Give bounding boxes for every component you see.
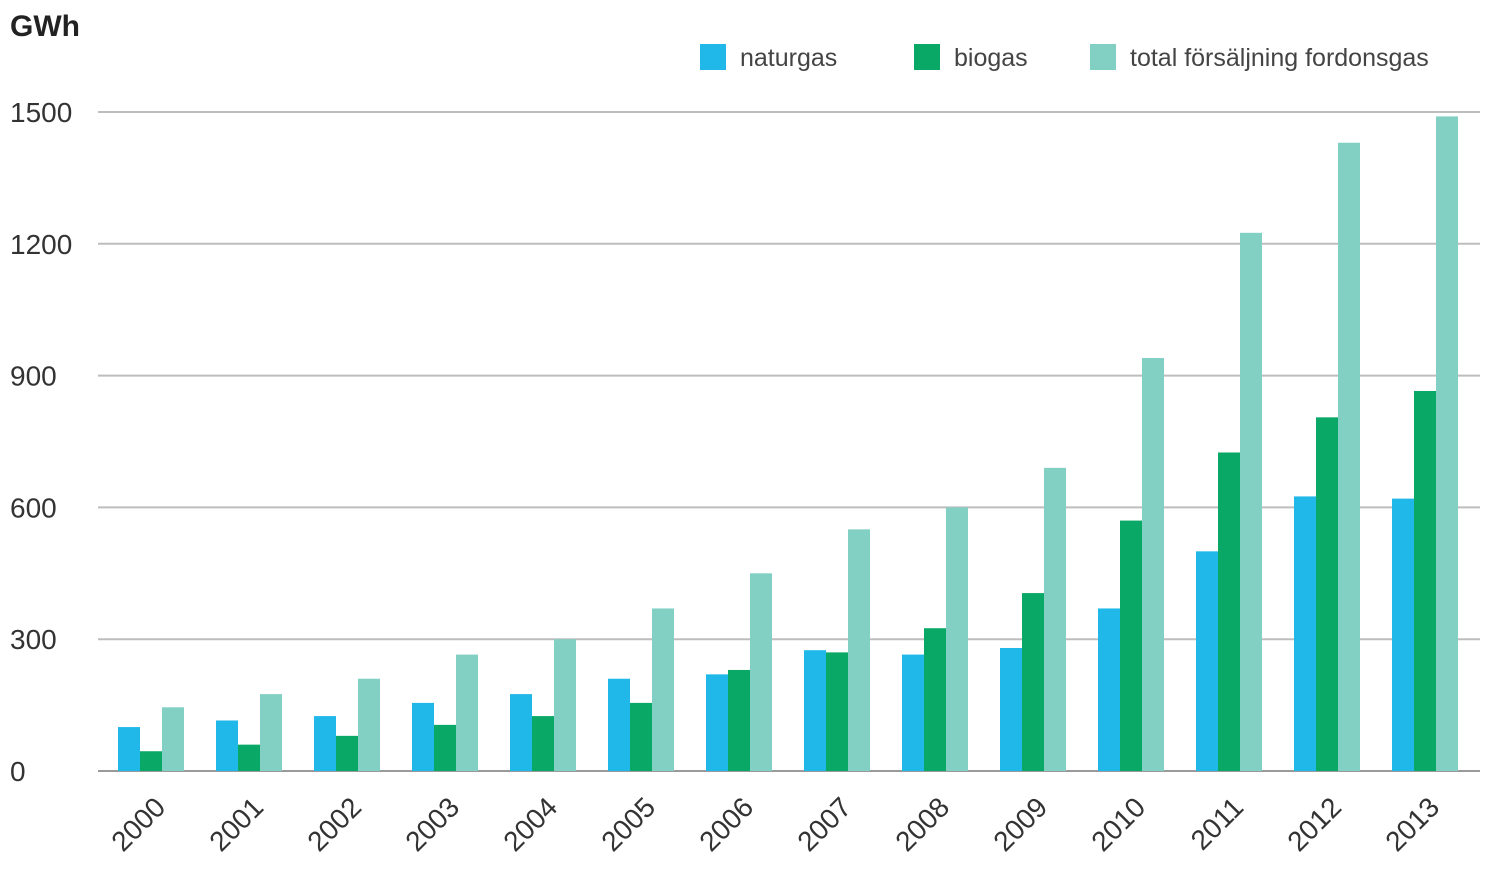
bar-total-f-rs-ljning-fordonsgas-2013	[1436, 116, 1458, 772]
bar-total-f-rs-ljning-fordonsgas-2005	[652, 608, 674, 771]
bar-naturgas-2010	[1098, 608, 1120, 771]
legend-label-0: naturgas	[740, 44, 837, 72]
x-tick-label: 2009	[987, 791, 1053, 857]
x-tick-label: 2011	[1185, 791, 1250, 856]
bar-naturgas-2004	[510, 694, 532, 771]
bar-naturgas-2007	[804, 650, 826, 771]
bar-total-f-rs-ljning-fordonsgas-2004	[554, 639, 576, 771]
x-tick-label: 2008	[889, 791, 955, 857]
y-tick-labels: 0 300 600 900 1200 1500	[10, 97, 72, 787]
x-tick-labels: 2000 2001 2002 2003 2004 2005 2006 2007 2008 2009…	[105, 791, 1445, 857]
y-tick-label: 1500	[10, 97, 72, 128]
bar-naturgas-2008	[902, 654, 924, 771]
legend: naturgas biogas total försäljning fordonsg…	[700, 44, 1429, 72]
legend-swatch-2	[1090, 44, 1116, 70]
bar-naturgas-2012	[1294, 496, 1316, 771]
y-tick-label: 600	[10, 492, 57, 523]
bar-biogas-2007	[826, 652, 848, 771]
bar-total-f-rs-ljning-fordonsgas-2002	[358, 678, 380, 771]
legend-swatch-0	[700, 44, 726, 70]
x-tick-label: 2012	[1281, 791, 1347, 857]
bar-biogas-2001	[238, 744, 260, 771]
x-tick-label: 2013	[1379, 791, 1445, 857]
bar-naturgas-2005	[608, 678, 630, 771]
bars	[118, 116, 1458, 772]
x-tick-label: 2004	[497, 791, 563, 857]
x-tick-label: 2006	[693, 791, 759, 857]
grid-layer	[98, 111, 1480, 772]
bar-biogas-2010	[1120, 520, 1142, 771]
bar-total-f-rs-ljning-fordonsgas-2006	[750, 573, 772, 771]
bar-biogas-2004	[532, 716, 554, 771]
bar-biogas-2012	[1316, 417, 1338, 771]
bar-naturgas-2002	[314, 716, 336, 771]
bar-biogas-2008	[924, 628, 946, 771]
bar-total-f-rs-ljning-fordonsgas-2010	[1142, 358, 1164, 771]
y-tick-label: 900	[10, 361, 57, 392]
bar-biogas-2009	[1022, 593, 1044, 771]
bar-biogas-2011	[1218, 452, 1240, 771]
bar-total-f-rs-ljning-fordonsgas-2003	[456, 654, 478, 771]
bar-naturgas-2011	[1196, 551, 1218, 771]
bar-naturgas-2013	[1392, 498, 1414, 771]
x-tick-label: 2010	[1085, 791, 1151, 857]
legend-label-1: biogas	[954, 44, 1028, 72]
bar-total-f-rs-ljning-fordonsgas-2012	[1338, 142, 1360, 772]
bar-naturgas-2009	[1000, 647, 1022, 771]
legend-swatch-1	[914, 44, 940, 70]
legend-label-2: total försäljning fordonsgas	[1130, 44, 1429, 72]
bar-biogas-2000	[140, 751, 162, 771]
y-tick-label: 300	[10, 624, 57, 655]
bar-biogas-2003	[434, 724, 456, 771]
x-tick-label: 2000	[105, 791, 171, 857]
y-tick-label: 0	[10, 756, 26, 787]
bar-biogas-2002	[336, 735, 358, 771]
x-tick-label: 2007	[791, 791, 857, 857]
bar-biogas-2005	[630, 702, 652, 771]
x-tick-label: 2005	[595, 791, 661, 857]
y-tick-label: 1200	[10, 229, 72, 260]
bar-naturgas-2001	[216, 720, 238, 771]
bar-naturgas-2006	[706, 674, 728, 771]
bar-total-f-rs-ljning-fordonsgas-2007	[848, 529, 870, 771]
bar-total-f-rs-ljning-fordonsgas-2009	[1044, 467, 1066, 771]
x-tick-label: 2001	[203, 791, 269, 857]
x-tick-label: 2002	[301, 791, 367, 857]
bar-naturgas-2000	[118, 727, 140, 771]
bar-naturgas-2003	[412, 702, 434, 771]
x-tick-label: 2003	[399, 791, 465, 857]
bar-biogas-2006	[728, 669, 750, 771]
bar-total-f-rs-ljning-fordonsgas-2001	[260, 694, 282, 771]
bar-total-f-rs-ljning-fordonsgas-2008	[946, 507, 968, 771]
y-unit-label: GWh	[10, 10, 80, 43]
bar-total-f-rs-ljning-fordonsgas-2011	[1240, 232, 1262, 772]
bar-biogas-2013	[1414, 390, 1436, 771]
bar-total-f-rs-ljning-fordonsgas-2000	[162, 707, 184, 771]
